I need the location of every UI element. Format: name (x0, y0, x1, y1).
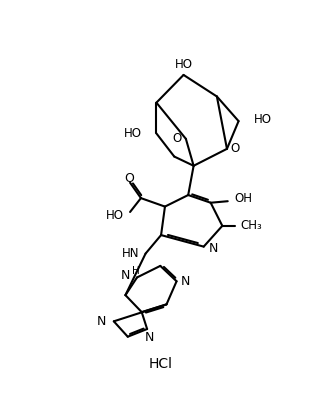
Text: N: N (121, 269, 130, 282)
Text: CH₃: CH₃ (240, 219, 262, 233)
Text: H: H (132, 266, 140, 276)
Text: HO: HO (175, 58, 193, 71)
Text: OH: OH (234, 192, 252, 205)
Text: N: N (145, 331, 154, 344)
Text: N: N (97, 315, 106, 328)
Text: HO: HO (106, 209, 124, 222)
Text: N: N (208, 242, 218, 255)
Text: O: O (230, 142, 239, 155)
Text: HO: HO (254, 113, 272, 126)
Text: N: N (180, 275, 190, 288)
Text: O: O (124, 172, 134, 185)
Text: O: O (173, 132, 182, 145)
Text: HCl: HCl (149, 357, 173, 371)
Text: HO: HO (124, 127, 142, 140)
Text: HN: HN (122, 247, 139, 260)
